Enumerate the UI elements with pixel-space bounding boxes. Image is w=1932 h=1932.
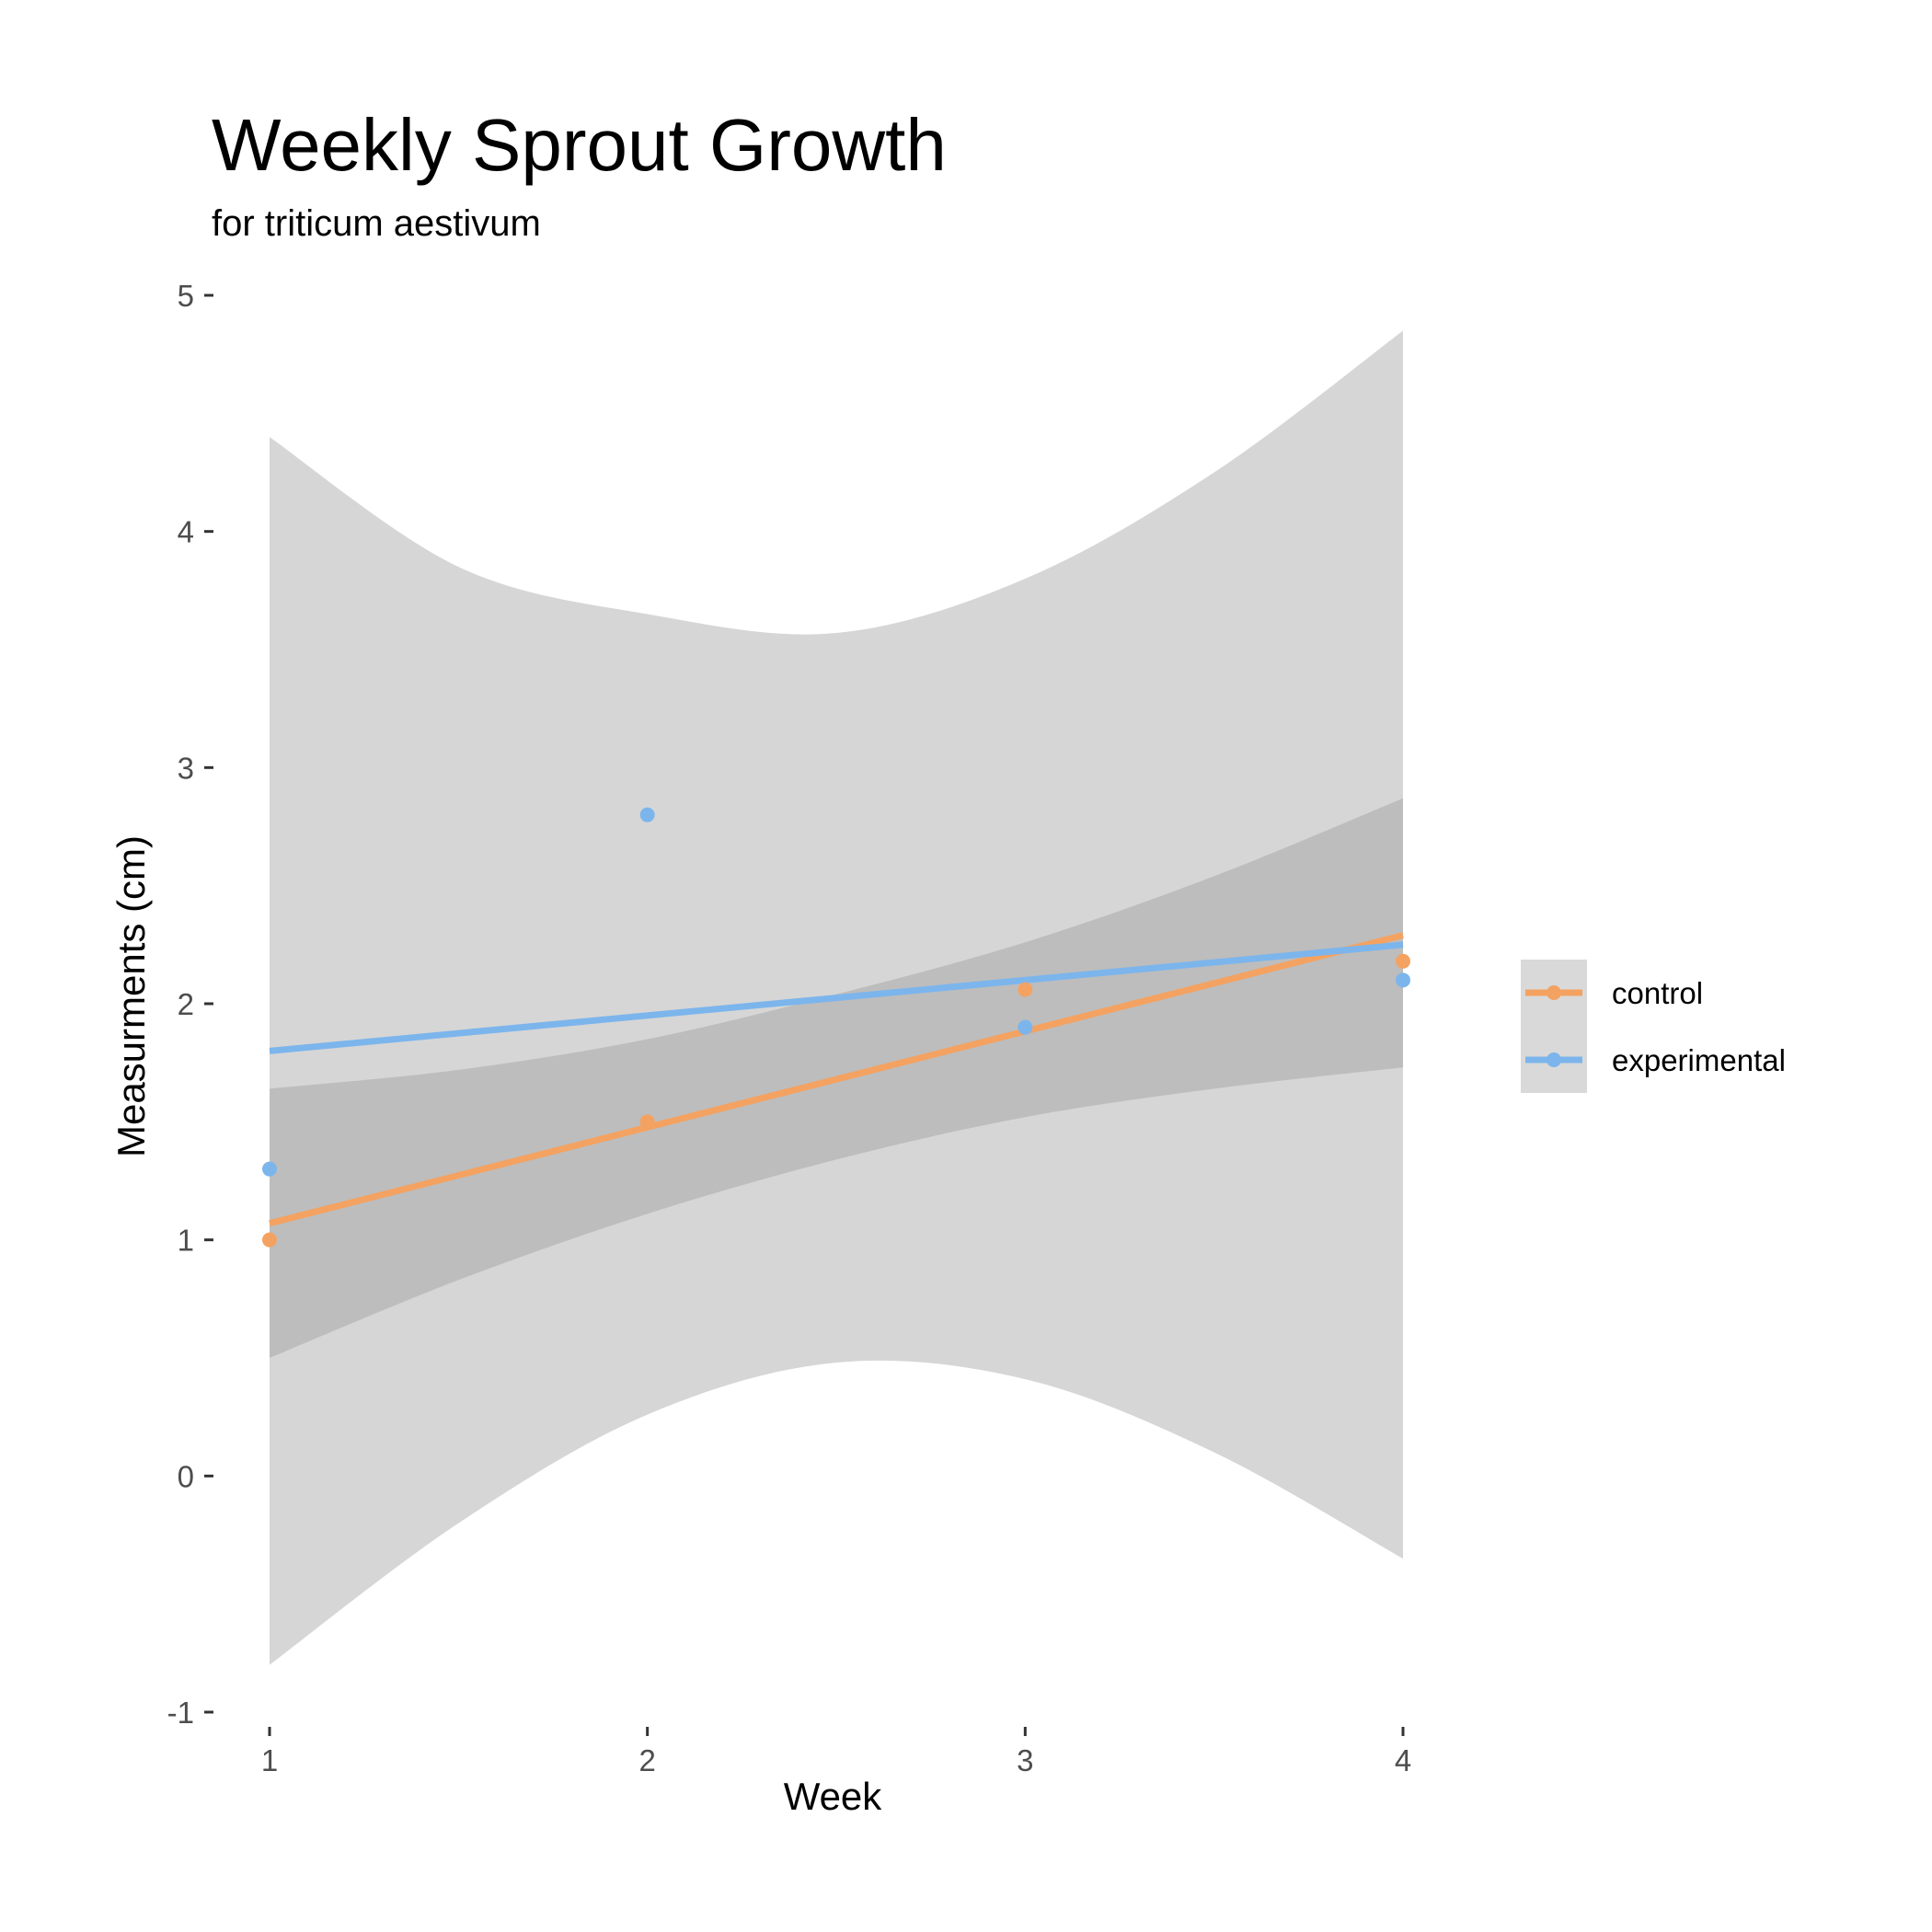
chart-title: Weekly Sprout Growth <box>212 104 947 186</box>
fit-line-experimental <box>269 941 1404 1054</box>
point-experimental <box>1396 972 1410 988</box>
legend-key-background <box>1521 960 1587 1093</box>
y-tick-label: 4 <box>178 515 194 549</box>
point-experimental <box>262 1161 277 1177</box>
y-tick-label: 5 <box>178 279 194 313</box>
legend-label-control: control <box>1612 976 1703 1010</box>
x-axis: 1 2 3 4 <box>261 1727 1411 1777</box>
x-tick-label: 1 <box>261 1743 278 1777</box>
legend-label-experimental: experimental <box>1612 1043 1786 1077</box>
y-tick-label: -1 <box>167 1696 194 1730</box>
x-tick-label: 4 <box>1395 1743 1411 1777</box>
y-tick-label: 1 <box>178 1224 194 1258</box>
x-tick-label: 2 <box>638 1743 655 1777</box>
fit-lines <box>269 932 1404 1227</box>
point-control <box>639 1114 655 1130</box>
legend-key-point-experimental <box>1547 1052 1561 1067</box>
chart-subtitle: for triticum aestivum <box>212 203 541 244</box>
point-experimental <box>1018 1019 1033 1035</box>
x-axis-title: Week <box>784 1775 883 1818</box>
point-experimental <box>639 807 655 822</box>
fit-line-control <box>269 932 1404 1227</box>
y-tick-label: 0 <box>178 1459 194 1493</box>
point-control <box>262 1232 277 1248</box>
x-tick-label: 3 <box>1017 1743 1033 1777</box>
y-tick-label: 3 <box>178 751 194 785</box>
point-control <box>1396 953 1410 969</box>
data-points <box>262 807 1410 1248</box>
point-control <box>1018 982 1033 997</box>
y-tick-label: 2 <box>178 987 194 1021</box>
y-axis-title: Measurments (cm) <box>109 835 153 1157</box>
y-axis: -1 0 1 2 3 4 5 <box>167 279 213 1730</box>
legend: control experimental <box>1521 960 1786 1093</box>
legend-key-point-control <box>1547 985 1561 1000</box>
